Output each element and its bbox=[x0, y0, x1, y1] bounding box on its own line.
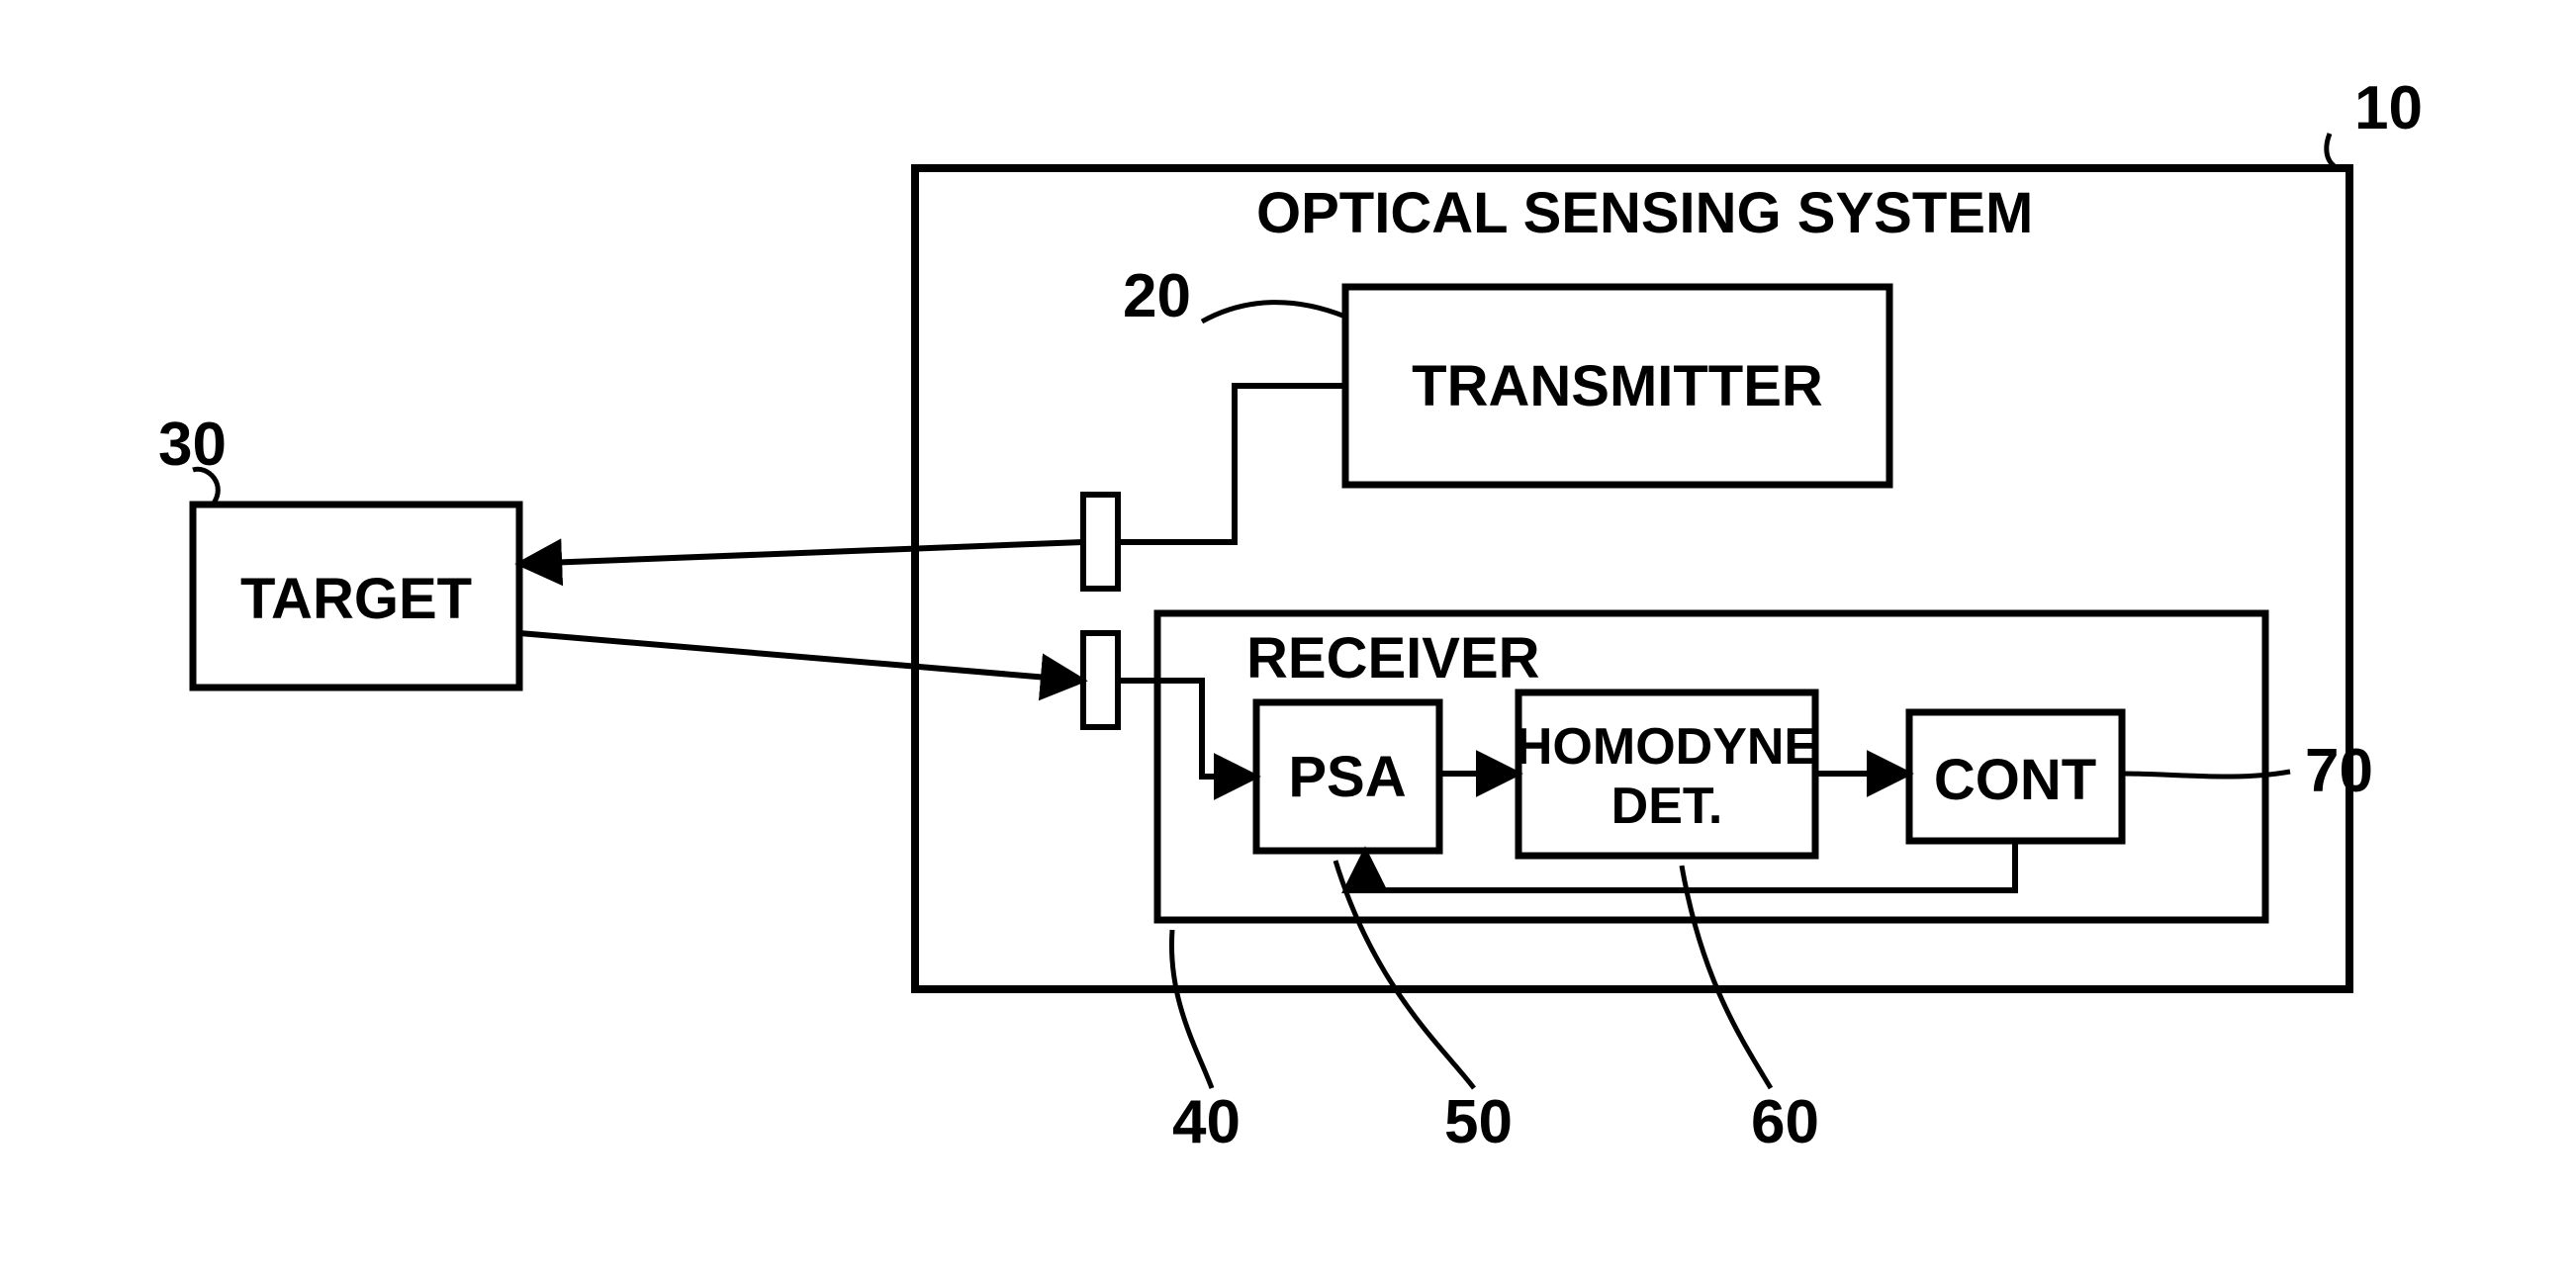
ref-70: 70 bbox=[2305, 737, 2373, 805]
ref-20: 20 bbox=[1123, 262, 1191, 330]
system-label: OPTICAL SENSING SYSTEM bbox=[1256, 181, 2033, 245]
transmitter-label: TRANSMITTER bbox=[1412, 354, 1823, 418]
edge-transmitter-to-txport bbox=[1118, 386, 1345, 542]
tx-port bbox=[1083, 495, 1118, 589]
ref-10: 10 bbox=[2354, 74, 2423, 142]
leader-50 bbox=[1335, 861, 1474, 1088]
edge-cont-to-psa-feedback bbox=[1365, 841, 2015, 890]
ref-50: 50 bbox=[1444, 1088, 1513, 1156]
edge-target-to-rxport bbox=[519, 633, 1083, 681]
ref-60: 60 bbox=[1751, 1088, 1819, 1156]
leader-20 bbox=[1202, 303, 1345, 322]
homodyne-label-1: HOMODYNE bbox=[1516, 718, 1818, 776]
cont-label: CONT bbox=[1934, 748, 2096, 812]
target-label: TARGET bbox=[240, 567, 472, 631]
leader-10 bbox=[2327, 134, 2349, 169]
leader-60 bbox=[1682, 866, 1771, 1088]
psa-label: PSA bbox=[1288, 745, 1406, 809]
receiver-label: RECEIVER bbox=[1246, 626, 1540, 690]
ref-40: 40 bbox=[1172, 1088, 1241, 1156]
ref-30: 30 bbox=[158, 411, 227, 479]
edge-rxport-to-psa bbox=[1118, 681, 1256, 777]
leader-40 bbox=[1171, 930, 1212, 1088]
edge-txport-to-target bbox=[519, 542, 1083, 564]
homodyne-label-2: DET. bbox=[1611, 778, 1723, 835]
rx-port bbox=[1083, 633, 1118, 727]
